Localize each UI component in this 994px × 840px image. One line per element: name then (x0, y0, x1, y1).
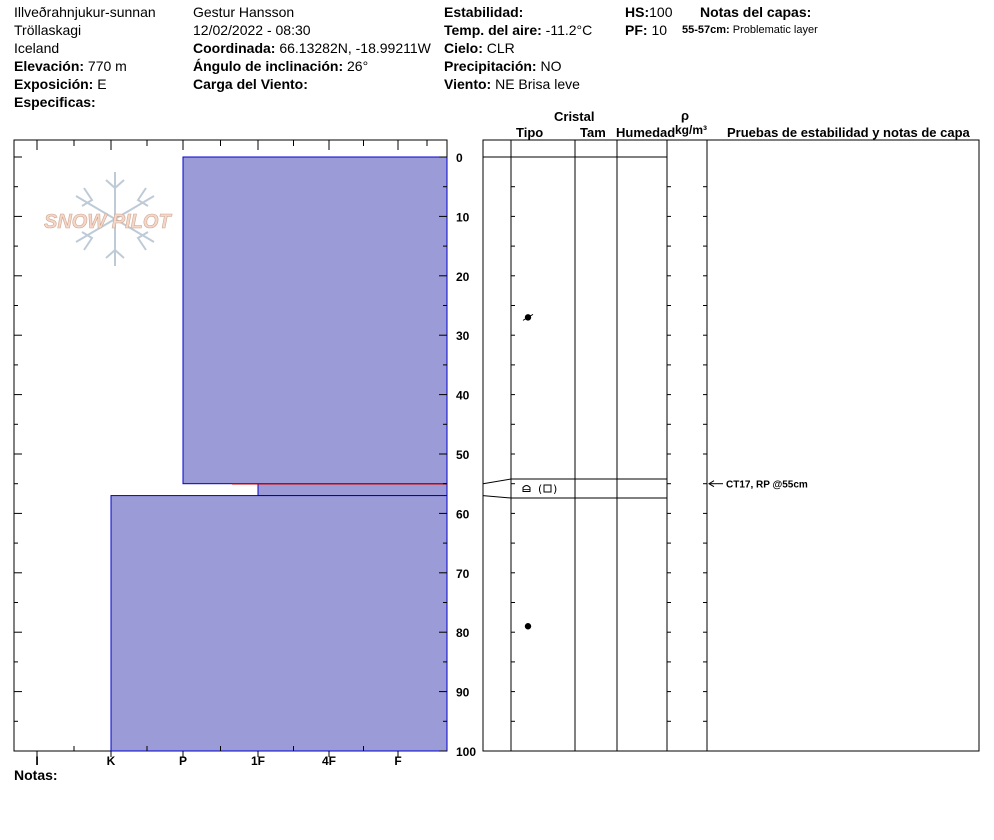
observation-datetime: 12/02/2022 - 08:30 (193, 22, 311, 38)
layer-table (482, 139, 980, 752)
depth-label-30: 30 (456, 329, 470, 343)
coordinates-label: Coordinada: (193, 40, 276, 56)
grain-rounded-icon-2 (524, 623, 532, 630)
notes-label: Notas: (14, 767, 58, 783)
hardness-layers (110, 156, 448, 752)
wind-label: Viento: (444, 76, 492, 92)
grain-faceted-icon-1: () (522, 483, 557, 496)
layer-2 (110, 495, 448, 752)
layer-notes-label: Notas del capas: (700, 4, 812, 20)
elevation-value: 770 m (87, 58, 127, 74)
slope-row: Ángulo de inclinación: 26° (193, 57, 368, 75)
hs-value: 100 (649, 4, 673, 20)
region-name: Tröllaskagi (14, 22, 82, 38)
depth-label-50: 50 (456, 448, 470, 462)
stability-label: Estabilidad: (444, 4, 524, 20)
depth-label-70: 70 (456, 567, 470, 581)
layer-1 (257, 483, 448, 497)
aspect-label: Exposición: (14, 76, 94, 92)
elevation-label: Elevación: (14, 58, 85, 74)
col-rho: ρ (681, 108, 690, 123)
depth-label-10: 10 (456, 210, 470, 224)
hardness-label-4F: 4F (322, 754, 336, 768)
pf-label: PF: (625, 22, 648, 38)
depth-label-0: 0 (456, 151, 463, 165)
layer-note-range: 55-57cm: (682, 24, 730, 36)
connector-57 (482, 495, 512, 499)
country-name: Iceland (14, 40, 60, 56)
aspect-value: E (97, 76, 107, 92)
aspect-row: Exposición: E (14, 75, 107, 93)
snowflake-icon (75, 172, 155, 266)
air-temp-value: -11.2°C (545, 22, 593, 38)
depth-label-90: 90 (456, 686, 470, 700)
precip-label: Precipitación: (444, 58, 537, 74)
specifics-label: Especificas: (14, 94, 96, 110)
test-note-text-0: CT17, RP @55cm (726, 480, 808, 491)
coordinates-value: 66.13282N, -18.99211W (279, 40, 431, 56)
coordinates-row: Coordinada: 66.13282N, -18.99211W (193, 39, 431, 57)
elevation-row: Elevación: 770 m (14, 57, 127, 75)
layer-note-text: Problematic layer (732, 24, 818, 36)
grain-box-icon (543, 484, 552, 493)
connector-55 (482, 478, 512, 485)
pf-value: 10 (651, 22, 668, 38)
col-tipo: Tipo (516, 125, 544, 140)
depth-label-100: 100 (456, 745, 476, 759)
col-humedad: Humedad (616, 125, 676, 140)
air-temp-row: Temp. del aire: -11.2°C (444, 21, 592, 39)
grain-markers: () (522, 313, 557, 630)
air-temp-label: Temp. del aire: (444, 22, 542, 38)
logo-text: SNOW PILOT (44, 211, 172, 233)
col-density-unit: kg/m³ (675, 123, 708, 137)
hardness-label-P: P (179, 754, 187, 768)
grain-rounding-slash-0 (522, 313, 534, 321)
grain-paren-close: ) (553, 483, 557, 496)
hs-label: HS: (625, 4, 650, 20)
col-cristal: Cristal (554, 109, 595, 124)
slope-label: Ángulo de inclinación: (193, 58, 344, 74)
depth-axis: 0 10 20 30 40 50 60 70 80 90 100 (14, 151, 476, 759)
precip-row: Precipitación: NO (444, 57, 561, 75)
hardness-label-I: I (35, 754, 38, 768)
col-stability-tests: Pruebas de estabilidad y notas de capa (727, 125, 970, 140)
grain-paren-open: ( (538, 483, 542, 496)
location-name: Illveðrahnjukur-sunnan (14, 4, 156, 20)
sky-value: CLR (486, 40, 515, 56)
sky-label: Cielo: (444, 40, 483, 56)
depth-label-40: 40 (456, 389, 470, 403)
hardness-label-F: F (394, 754, 401, 768)
precip-value: NO (540, 58, 562, 74)
hs-row: HS:100 (625, 3, 672, 21)
sky-row: Cielo: CLR (444, 39, 515, 57)
col-tam: Tam (580, 125, 606, 140)
hardness-axis: I K P 1F 4F F (35, 140, 428, 768)
wind-load-label: Carga del Viento: (193, 76, 308, 92)
depth-label-20: 20 (456, 270, 470, 284)
layer-0 (182, 156, 448, 485)
hardness-label-1F: 1F (251, 754, 265, 768)
layer-note-row: 55-57cm: Problematic layer (682, 23, 818, 37)
depth-label-60: 60 (456, 507, 470, 521)
grain-faceted-symbol (522, 485, 531, 492)
depth-label-80: 80 (456, 626, 470, 640)
wind-row: Viento: NE Brisa leve (444, 75, 580, 93)
pf-row: PF: 10 (625, 21, 667, 39)
slope-value: 26° (347, 58, 369, 74)
stability-test-notes: CT17, RP @55cm (708, 480, 808, 491)
snowpilot-logo: SNOW PILOT (44, 172, 173, 266)
observer-name: Gestur Hansson (193, 4, 295, 20)
test-arrow-head-0 (708, 480, 715, 488)
wind-value: NE Brisa leve (495, 76, 580, 92)
hardness-label-K: K (107, 754, 116, 768)
